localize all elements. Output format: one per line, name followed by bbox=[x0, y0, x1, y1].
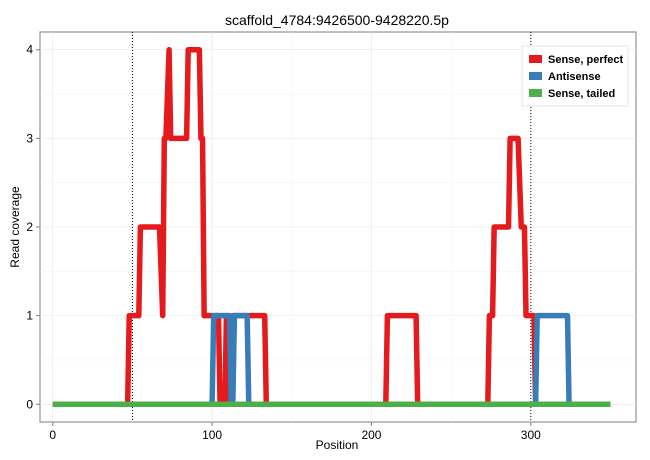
legend-key-2 bbox=[529, 89, 542, 97]
series-line-0 bbox=[52, 46, 611, 408]
series-line-1 bbox=[52, 312, 611, 408]
legend: Sense, perfect Antisense Sense, tailed bbox=[521, 45, 629, 107]
x-axis-title: Position bbox=[316, 438, 359, 452]
series-group bbox=[52, 46, 611, 408]
legend-label-0: Sense, perfect bbox=[548, 54, 624, 66]
legend-key-1 bbox=[529, 72, 542, 80]
y-tick-label: 2 bbox=[26, 220, 33, 234]
chart-title: scaffold_4784:9426500-9428220.5p bbox=[225, 12, 449, 28]
y-tick-label: 3 bbox=[26, 131, 33, 145]
x-tick-label: 100 bbox=[202, 428, 222, 442]
y-tick-label: 4 bbox=[26, 43, 33, 57]
x-tick-label: 200 bbox=[361, 428, 381, 442]
x-tick-label: 300 bbox=[521, 428, 541, 442]
legend-label-2: Sense, tailed bbox=[548, 88, 615, 100]
y-tick-label: 0 bbox=[26, 397, 33, 411]
legend-label-1: Antisense bbox=[548, 71, 601, 83]
y-tick-label: 1 bbox=[26, 309, 33, 323]
reference-lines bbox=[131, 32, 532, 422]
x-tick-label: 0 bbox=[49, 428, 56, 442]
legend-key-0 bbox=[529, 55, 542, 63]
y-axis-title: Read coverage bbox=[8, 186, 22, 268]
x-axis-ticks: 0 100 200 300 bbox=[49, 422, 541, 442]
y-axis-ticks: 0 1 2 3 4 bbox=[26, 43, 40, 411]
